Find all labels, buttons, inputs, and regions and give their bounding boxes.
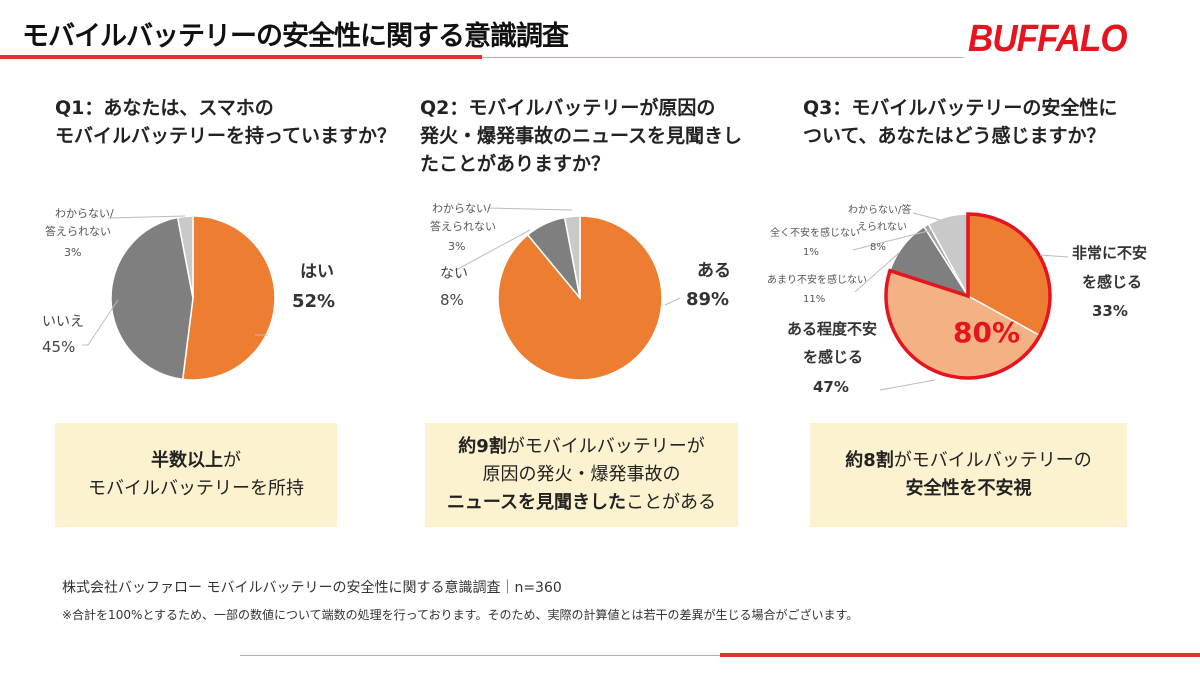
source-note: 株式会社バッファロー モバイルバッテリーの安全性に関する意識調査｜n=360 bbox=[62, 580, 562, 596]
pie-slice-q1-1 bbox=[110, 216, 194, 381]
title-underline bbox=[0, 55, 482, 59]
q2-value-dk: 3% bbox=[448, 240, 465, 253]
q3-value-dk: 8% bbox=[870, 242, 886, 253]
q3-label-little: あまり不安を感じない bbox=[767, 273, 867, 286]
q3-value-some: 47% bbox=[813, 378, 849, 396]
title-divider bbox=[482, 57, 964, 58]
pie-slice-q1-2 bbox=[176, 215, 194, 299]
q3-value-little: 11% bbox=[803, 294, 825, 305]
q3-label-very2: を感じる bbox=[1082, 273, 1142, 291]
q2-label-dk2: 答えられない bbox=[430, 219, 496, 233]
q1-value-yes: 52% bbox=[292, 291, 335, 312]
q2-label-no: ない bbox=[440, 266, 468, 282]
q3-label-some2: を感じる bbox=[803, 348, 863, 366]
q1-label-dk2: 答えられない bbox=[45, 224, 111, 238]
q1-label-dk: わからない/ bbox=[55, 207, 114, 220]
q3-title: Q3：モバイルバッテリーの安全性に ついて、あなたはどう感じますか？ bbox=[803, 97, 1118, 147]
q2-label-yes: ある bbox=[697, 261, 731, 281]
q1-value-dk: 3% bbox=[64, 246, 81, 259]
footer-divider bbox=[240, 655, 720, 656]
q3-label-very: 非常に不安 bbox=[1072, 244, 1147, 262]
q1-title: Q1：あなたは、スマホの モバイルバッテリーを持っていますか？ bbox=[55, 97, 397, 147]
q2-value-yes: 89% bbox=[686, 289, 729, 310]
summary-box-q1: 半数以上が モバイルバッテリーを所持 bbox=[55, 423, 337, 527]
q3-label-none: 全く不安を感じない bbox=[770, 226, 860, 239]
q2-label-dk: わからない/ bbox=[432, 202, 491, 215]
page-title: モバイルバッテリーの安全性に関する意識調査 bbox=[22, 21, 569, 52]
summary-box-q2: 約9割がモバイルバッテリーが 原因の発火・爆発事故の ニュースを見聞きしたことが… bbox=[425, 423, 738, 527]
q3-annotation-80: 80% bbox=[953, 316, 1020, 349]
leader-lines bbox=[82, 207, 1069, 391]
q2-value-no: 8% bbox=[440, 291, 464, 309]
q3-label-dk: わからない/答 bbox=[848, 203, 911, 216]
pie-slice-q1-0 bbox=[181, 215, 276, 381]
summary-box-q3: 約8割がモバイルバッテリーの 安全性を不安視 bbox=[810, 423, 1127, 527]
q2-title: Q2：モバイルバッテリーが原因の 発火・爆発事故のニュースを見聞きし たことがありま… bbox=[420, 97, 743, 175]
footer-accent-line bbox=[720, 653, 1200, 657]
q3-value-very: 33% bbox=[1092, 302, 1128, 320]
rounding-note: ※合計を100%とするため、一部の数値について端数の処理を行っております。そのた… bbox=[62, 608, 859, 622]
pie-slice-q2-2 bbox=[563, 215, 581, 299]
buffalo-logo: BUFFALO bbox=[968, 18, 1128, 60]
q3-label-dk2: えられない bbox=[857, 221, 907, 233]
q3-label-some: ある程度不安 bbox=[787, 320, 877, 338]
q1-label-yes: はい bbox=[300, 262, 334, 282]
q3-highlight-outline bbox=[884, 212, 1052, 380]
q1-label-no: いいえ bbox=[42, 314, 84, 330]
q3-value-none: 1% bbox=[803, 247, 819, 258]
q1-value-no: 45% bbox=[42, 338, 75, 356]
